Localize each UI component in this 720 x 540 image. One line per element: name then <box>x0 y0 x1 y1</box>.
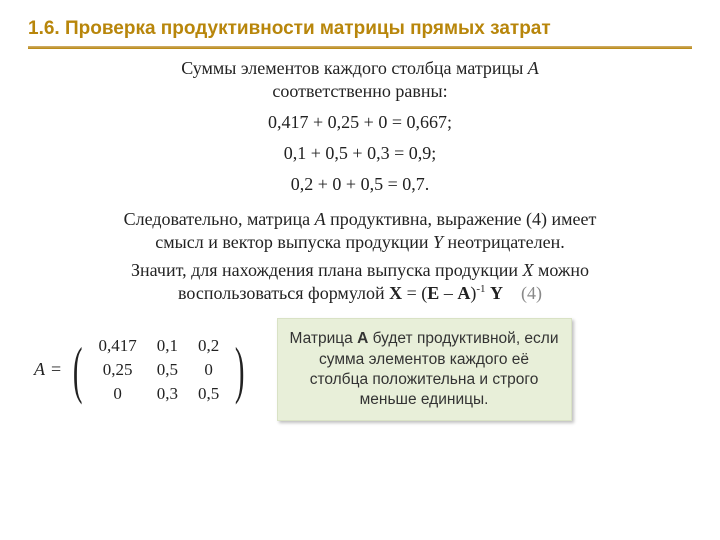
matrix-A: A = ( 0,417 0,1 0,2 0,25 0,5 0 0 0,3 0,5 <box>28 334 251 406</box>
concl1-c: смысл и вектор выпуска продукции <box>155 232 433 252</box>
matrix-cell: 0,5 <box>147 358 188 382</box>
matrix-cell: 0,5 <box>188 382 229 406</box>
matrix-cell: 0,3 <box>147 382 188 406</box>
formula-minus: – <box>439 283 457 303</box>
productivity-note: Матрица A будет продуктивной, если сумма… <box>277 318 572 421</box>
matrix-cell: 0,25 <box>88 358 146 382</box>
concl2-a: Значит, для нахождения плана выпуска про… <box>131 260 522 280</box>
formula-E: E <box>427 283 439 303</box>
matrix-cell: 0,1 <box>147 334 188 358</box>
concl1-A: A <box>315 209 326 229</box>
intro-text-2: соответственно равны: <box>272 81 447 101</box>
concl1-d: неотрицателен. <box>443 232 565 252</box>
intro-text-1: Суммы элементов каждого столбца матрицы <box>181 58 528 78</box>
concl1-Y: Y <box>433 232 443 252</box>
matrix-cell: 0,2 <box>188 334 229 358</box>
matrix-row: 0,417 0,1 0,2 <box>88 334 229 358</box>
title-rule <box>28 46 692 49</box>
conclusion-paragraph-2: Значит, для нахождения плана выпуска про… <box>28 259 692 304</box>
matrix-cell: 0 <box>88 382 146 406</box>
formula-Y: Y <box>490 283 503 303</box>
matrix-cell: 0,417 <box>88 334 146 358</box>
matrix-row: 0 0,3 0,5 <box>88 382 229 406</box>
note-A: A <box>357 330 368 347</box>
matrix-close-paren: ) <box>235 338 245 402</box>
note-a: Матрица <box>290 330 358 347</box>
formula-X: X <box>389 283 402 303</box>
formula: X = (E – A)-1 Y <box>389 283 503 303</box>
formula-A: A <box>457 283 470 303</box>
bottom-row: A = ( 0,417 0,1 0,2 0,25 0,5 0 0 0,3 0,5 <box>28 318 692 421</box>
concl2-c: воспользоваться формулой <box>178 283 389 303</box>
matrix-eq: = <box>51 359 61 380</box>
matrix-body: 0,417 0,1 0,2 0,25 0,5 0 0 0,3 0,5 <box>88 334 229 406</box>
equation-block: 0,417 + 0,25 + 0 = 0,667; 0,1 + 0,5 + 0,… <box>28 108 692 198</box>
matrix-cell: 0 <box>188 358 229 382</box>
equation-number: (4) <box>521 282 542 305</box>
concl1-a: Следовательно, матрица <box>124 209 315 229</box>
intro-matrix-A: A <box>528 58 539 78</box>
equation-1: 0,417 + 0,25 + 0 = 0,667; <box>28 108 692 137</box>
equation-2: 0,1 + 0,5 + 0,3 = 0,9; <box>28 139 692 168</box>
concl1-b: продуктивна, выражение (4) имеет <box>326 209 597 229</box>
conclusion-paragraph-1: Следовательно, матрица A продуктивна, вы… <box>28 208 692 253</box>
concl2-X: X <box>522 260 533 280</box>
matrix-open-paren: ( <box>73 338 83 402</box>
equation-3: 0,2 + 0 + 0,5 = 0,7. <box>28 170 692 199</box>
matrix-label: A <box>34 359 45 380</box>
section-title: 1.6. Проверка продуктивности матрицы пря… <box>28 18 692 46</box>
intro-paragraph: Суммы элементов каждого столбца матрицы … <box>28 57 692 102</box>
formula-eq: = ( <box>402 283 427 303</box>
matrix-row: 0,25 0,5 0 <box>88 358 229 382</box>
concl2-b: можно <box>533 260 589 280</box>
